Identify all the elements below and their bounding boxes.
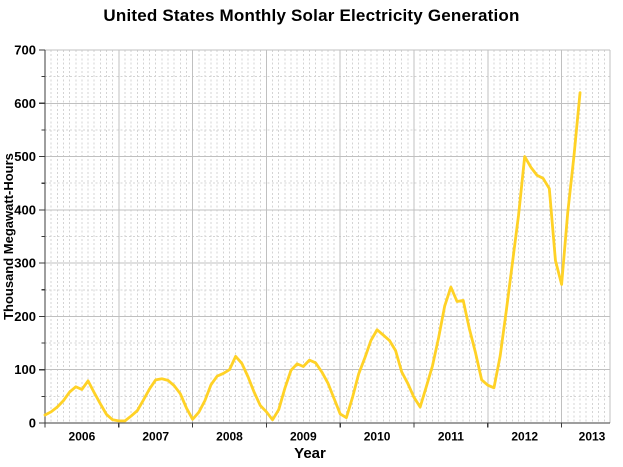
x-tick-label-2013: 2013 — [579, 430, 606, 444]
tick-marks — [39, 49, 563, 428]
y-tick-labels: 0 100 200 300 400 500 600 700 — [14, 43, 36, 431]
x-tick-label-2009: 2009 — [290, 430, 317, 444]
x-axis-title: Year — [294, 445, 326, 462]
y-tick-label-0: 0 — [29, 416, 36, 431]
x-tick-label-2010: 2010 — [364, 430, 391, 444]
x-tick-labels: 2006 2007 2008 2009 2010 2011 2012 2013 — [69, 430, 606, 444]
x-tick-label-2008: 2008 — [216, 430, 243, 444]
y-tick-label-400: 400 — [14, 202, 36, 217]
generation-line — [43, 91, 582, 423]
y-tick-label-600: 600 — [14, 96, 36, 111]
chart-title: United States Monthly Solar Electricity … — [103, 6, 520, 25]
y-tick-label-500: 500 — [14, 149, 36, 164]
y-tick-label-200: 200 — [14, 309, 36, 324]
x-tick-label-2012: 2012 — [511, 430, 538, 444]
x-tick-label-2006: 2006 — [69, 430, 96, 444]
grid-major-vertical — [118, 50, 611, 423]
y-tick-label-700: 700 — [14, 43, 36, 58]
x-tick-label-2011: 2011 — [438, 430, 464, 444]
y-tick-label-300: 300 — [14, 256, 36, 271]
y-axis-title: Thousand Megawatt-Hours — [1, 153, 16, 320]
x-tick-label-2007: 2007 — [142, 430, 169, 444]
grid-minor-vertical — [50, 50, 606, 423]
y-tick-label-100: 100 — [14, 362, 36, 377]
grid-major-horizontal — [45, 49, 610, 371]
